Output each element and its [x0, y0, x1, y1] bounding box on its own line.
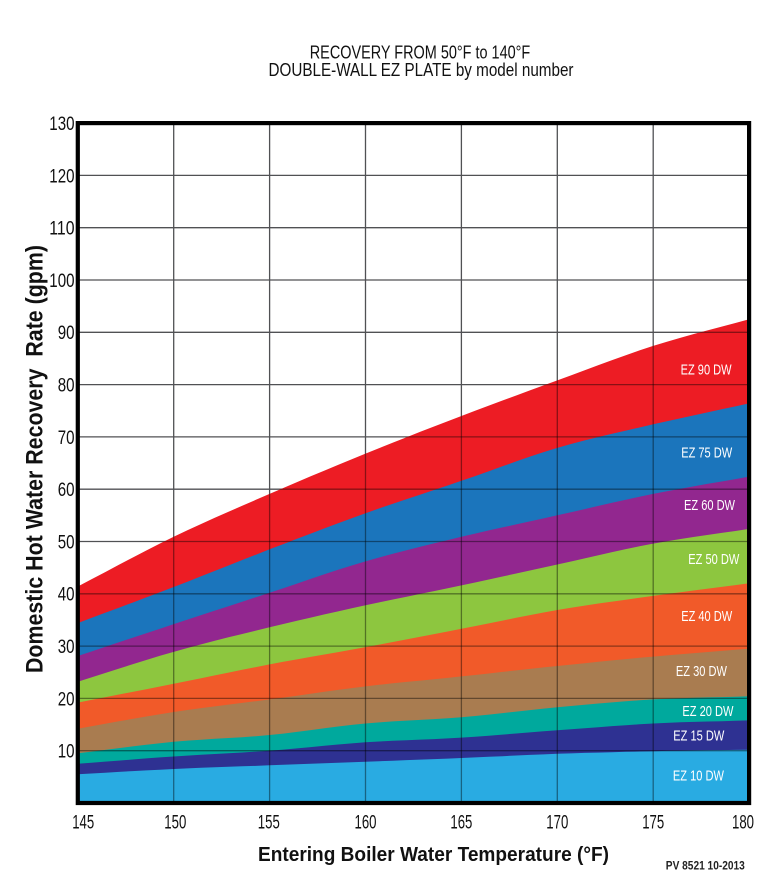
svg-text:EZ 20 DW: EZ 20 DW [682, 703, 734, 720]
svg-text:155: 155 [258, 812, 280, 834]
svg-text:10: 10 [58, 741, 75, 763]
svg-text:DOUBLE-WALL EZ PLATE by model: DOUBLE-WALL EZ PLATE by model number [269, 59, 574, 80]
svg-text:70: 70 [58, 427, 75, 449]
svg-text:EZ 90 DW: EZ 90 DW [681, 362, 733, 379]
svg-text:180: 180 [732, 812, 754, 834]
svg-text:90: 90 [58, 322, 75, 344]
svg-text:130: 130 [49, 113, 74, 135]
svg-text:170: 170 [546, 812, 568, 834]
svg-text:EZ 60 DW: EZ 60 DW [684, 497, 736, 514]
svg-text:PV 8521 10-2013: PV 8521 10-2013 [666, 859, 745, 873]
svg-text:EZ 75 DW: EZ 75 DW [681, 445, 733, 462]
svg-text:EZ 15 DW: EZ 15 DW [673, 728, 725, 745]
svg-text:Entering Boiler Water Temperat: Entering Boiler Water Temperature (°F) [258, 844, 609, 866]
svg-text:80: 80 [58, 375, 75, 397]
svg-text:30: 30 [58, 636, 75, 658]
svg-text:40: 40 [58, 584, 75, 606]
svg-text:100: 100 [49, 270, 74, 292]
svg-text:20: 20 [58, 688, 75, 710]
svg-text:50: 50 [58, 531, 75, 553]
svg-text:RECOVERY FROM 50°F to 140°F: RECOVERY FROM 50°F to 140°F [310, 42, 531, 63]
svg-text:165: 165 [450, 812, 472, 834]
svg-text:EZ 10 DW: EZ 10 DW [673, 768, 725, 785]
svg-text:EZ 30 DW: EZ 30 DW [676, 663, 728, 680]
svg-text:60: 60 [58, 479, 75, 501]
svg-text:EZ 40 DW: EZ 40 DW [681, 608, 733, 625]
svg-text:110: 110 [49, 218, 74, 240]
svg-text:120: 120 [49, 165, 74, 187]
svg-text:150: 150 [164, 812, 186, 834]
svg-text:EZ 50 DW: EZ 50 DW [688, 551, 740, 568]
svg-text:145: 145 [72, 812, 94, 834]
svg-text:Domestic Hot Water Recovery R: Domestic Hot Water Recovery Rate (gpm) [22, 245, 49, 673]
svg-text:175: 175 [642, 812, 664, 834]
svg-text:160: 160 [355, 812, 377, 834]
